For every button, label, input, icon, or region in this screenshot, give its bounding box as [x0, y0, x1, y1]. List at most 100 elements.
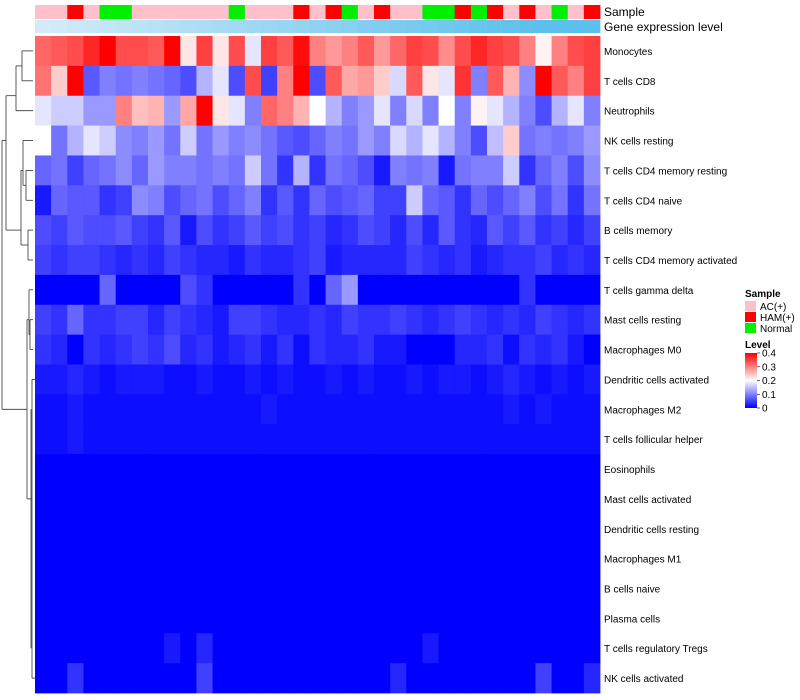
heatmap-cell — [357, 95, 375, 126]
heatmap-cell — [244, 543, 262, 574]
heatmap-cell — [519, 95, 536, 126]
heatmap-cell — [180, 663, 197, 694]
heatmap-cell — [438, 36, 456, 67]
heatmap-cell — [454, 573, 472, 604]
row-label: Eosinophils — [604, 465, 655, 476]
heatmap-cell — [519, 274, 536, 306]
row-label: T cells regulatory Tregs — [604, 644, 708, 655]
heatmap-cell — [374, 454, 391, 485]
heatmap-cell — [99, 65, 117, 97]
heatmap-cell — [212, 543, 230, 574]
heatmap-cell — [277, 274, 294, 306]
heatmap-cell — [487, 663, 504, 694]
heatmap-cell — [148, 364, 165, 395]
heatmap-cell — [551, 573, 569, 604]
heatmap-cell — [35, 334, 52, 365]
heatmap-cell — [131, 424, 149, 455]
heatmap-cell — [148, 394, 165, 425]
heatmap-cell — [341, 543, 359, 574]
heatmap-cell — [244, 454, 262, 485]
heatmap-cell — [438, 394, 456, 425]
heatmap-cell — [503, 185, 520, 216]
heatmap-cell — [164, 424, 181, 455]
heatmap-cell — [115, 454, 133, 485]
heatmap-cell — [51, 424, 68, 455]
heatmap-cell — [35, 36, 52, 67]
heatmap-cell — [357, 274, 375, 306]
heatmap-cell — [357, 65, 375, 97]
row-label: B cells naive — [604, 584, 661, 595]
heatmap-cell — [244, 513, 262, 545]
heatmap-cell — [131, 36, 149, 67]
heatmap-cell — [212, 573, 230, 604]
heatmap-cell — [454, 454, 472, 485]
heatmap-cell — [309, 185, 326, 216]
heatmap-cell — [148, 95, 165, 126]
heatmap-cell — [212, 95, 230, 126]
heatmap-cell — [83, 663, 100, 694]
heatmap-cell — [164, 245, 181, 276]
heatmap-cell — [503, 513, 520, 545]
heatmap-cell — [35, 155, 52, 186]
heatmap-cell — [164, 274, 181, 306]
heatmap-cell — [83, 155, 100, 186]
heatmap-cell — [535, 125, 552, 156]
heatmap-cell — [115, 155, 133, 186]
heatmap-cell — [164, 483, 181, 515]
gene-expression-cell — [261, 20, 278, 33]
heatmap-cell — [357, 36, 375, 67]
heatmap-cell — [99, 573, 117, 604]
heatmap-cell — [148, 513, 165, 545]
heatmap-cell — [180, 573, 197, 604]
heatmap-cell — [131, 394, 149, 425]
heatmap-cell — [341, 95, 359, 126]
heatmap-cell — [115, 663, 133, 694]
heatmap-cell — [422, 364, 439, 395]
heatmap-cell — [341, 245, 359, 276]
heatmap-cell — [422, 663, 439, 694]
heatmap-cell — [470, 274, 488, 306]
gene-expression-cell — [180, 20, 197, 33]
heatmap-cell — [341, 65, 359, 97]
heatmap-cell — [99, 304, 117, 336]
heatmap-cell — [357, 543, 375, 574]
heatmap-cell — [261, 95, 278, 126]
heatmap-cell — [374, 155, 391, 186]
heatmap-cell — [454, 274, 472, 306]
heatmap-cell — [567, 36, 585, 67]
heatmap-cell — [503, 155, 520, 186]
heatmap-cell — [244, 245, 262, 276]
heatmap-cell — [228, 155, 246, 186]
heatmap-cell — [309, 663, 326, 694]
gene-expression-cell — [374, 20, 391, 33]
heatmap-cell — [406, 573, 423, 604]
heatmap-cell — [309, 573, 326, 604]
heatmap-cell — [325, 215, 343, 246]
heatmap-cell — [325, 364, 343, 395]
heatmap-cell — [422, 185, 439, 216]
heatmap-cell — [99, 454, 117, 485]
heatmap-cell — [551, 364, 569, 395]
heatmap-cell — [341, 334, 359, 365]
heatmap-cell — [567, 65, 585, 97]
heatmap-cell — [551, 185, 569, 216]
legend-swatch — [745, 312, 756, 322]
heatmap-cell — [325, 573, 343, 604]
heatmap-cell — [357, 633, 375, 664]
heatmap-cell — [325, 394, 343, 425]
heatmap-cell — [341, 36, 359, 67]
heatmap-cell — [115, 185, 133, 216]
heatmap-cell — [228, 364, 246, 395]
legend-tick-label: 0 — [762, 404, 768, 415]
heatmap-cell — [67, 304, 84, 336]
heatmap-cell — [148, 573, 165, 604]
heatmap-cell — [261, 274, 278, 306]
heatmap-cell — [551, 125, 569, 156]
sample-annotation-cell — [325, 5, 343, 19]
heatmap-cell — [551, 603, 569, 634]
sample-annotation-cell — [148, 5, 165, 19]
heatmap-cell — [583, 36, 601, 67]
heatmap-cell — [131, 364, 149, 395]
row-label: B cells memory — [604, 226, 672, 237]
heatmap-cell — [422, 424, 439, 455]
